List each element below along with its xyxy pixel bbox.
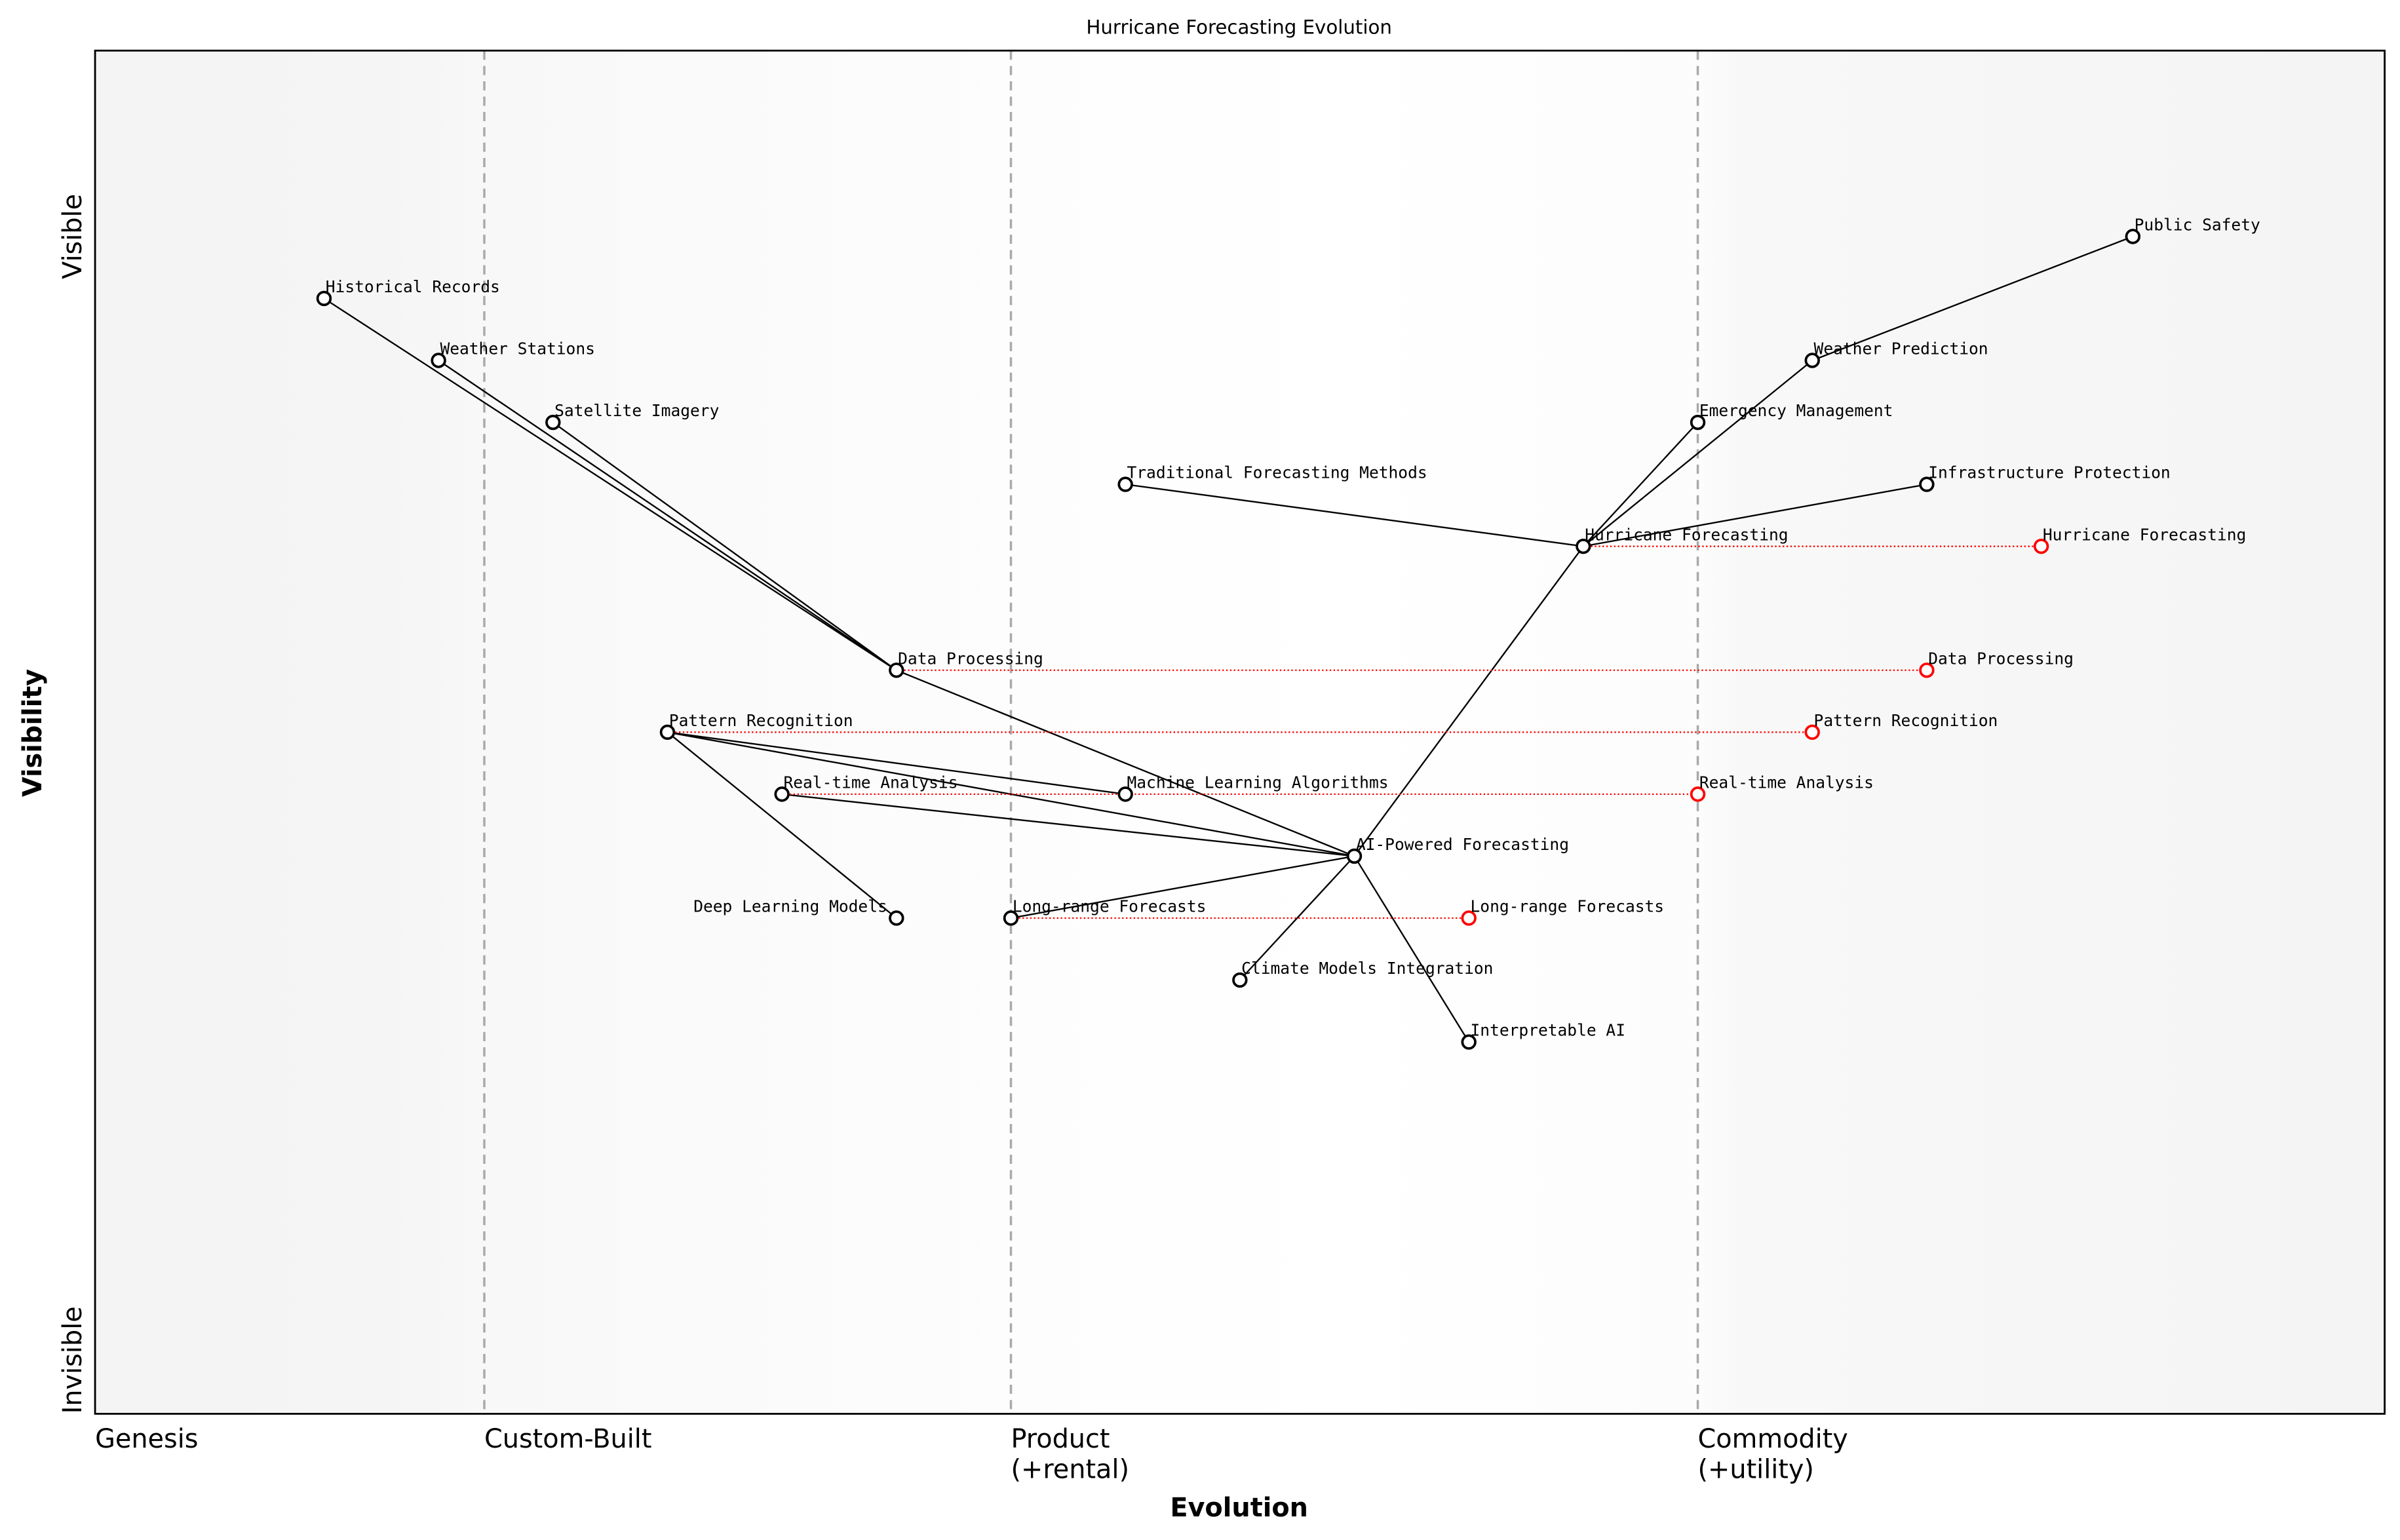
- component-node-label: Infrastructure Protection: [1928, 463, 2170, 482]
- dependency-link: [1011, 855, 1355, 919]
- component-node-label: Hurricane Forecasting: [1585, 525, 1788, 544]
- component-node-marker: [431, 353, 446, 368]
- component-node-marker: [1232, 972, 1248, 988]
- component-node-label: Pattern Recognition: [669, 711, 853, 730]
- evolved-node-label: Real-time Analysis: [1699, 773, 1874, 792]
- component-node-label: Real-time Analysis: [783, 773, 958, 792]
- component-node-marker: [1919, 476, 1935, 492]
- dependency-link: [667, 731, 1126, 796]
- component-node-marker: [774, 786, 790, 802]
- x-tick-label: Commodity (+utility): [1698, 1424, 1848, 1485]
- component-node-label: Weather Stations: [440, 339, 594, 358]
- component-node-marker: [889, 910, 904, 926]
- component-node-label: Satellite Imagery: [554, 401, 719, 420]
- component-node-marker: [2125, 229, 2141, 244]
- evolved-node-label: Data Processing: [1928, 649, 2074, 668]
- component-node-marker: [545, 414, 561, 431]
- component-node-label: Machine Learning Algorithms: [1127, 773, 1389, 792]
- dependency-link: [552, 421, 897, 671]
- evolved-node-label: Pattern Recognition: [1814, 711, 1998, 730]
- component-node-marker: [1804, 353, 1820, 368]
- plot-frame: [94, 49, 2386, 1415]
- evolved-node-marker: [2033, 538, 2049, 554]
- component-node-label: Weather Prediction: [1814, 339, 1988, 358]
- y-tick-label: Invisible: [58, 1306, 88, 1414]
- component-node-marker: [1461, 1034, 1477, 1050]
- dependency-link: [1239, 855, 1355, 981]
- evolved-node-marker: [1690, 786, 1706, 802]
- component-node-marker: [1346, 848, 1363, 864]
- dependency-link: [782, 793, 1355, 857]
- dependency-link: [1125, 483, 1584, 547]
- dependency-link: [667, 731, 1355, 857]
- component-node-marker: [1117, 476, 1133, 492]
- component-node-marker: [889, 663, 904, 678]
- dependency-link: [323, 298, 897, 671]
- component-node-marker: [1576, 538, 1591, 554]
- component-node-label: Traditional Forecasting Methods: [1127, 463, 1427, 482]
- component-node-label: Data Processing: [898, 649, 1043, 668]
- component-node-marker: [316, 290, 332, 307]
- dependency-link: [1353, 545, 1584, 857]
- dependency-link: [438, 360, 897, 671]
- x-tick-label: Product (+rental): [1011, 1424, 1129, 1485]
- dependency-link: [1583, 483, 1927, 547]
- dependency-link: [1583, 360, 1813, 547]
- component-node-label: AI-Powered Forecasting: [1356, 835, 1569, 854]
- evolved-node-marker: [1461, 910, 1477, 926]
- dependency-link: [1583, 421, 1699, 547]
- x-tick-label: Genesis: [95, 1424, 198, 1454]
- evolved-node-label: Long-range Forecasts: [1471, 897, 1665, 916]
- chart-title: Hurricane Forecasting Evolution: [1086, 16, 1391, 38]
- dependency-link: [1353, 855, 1470, 1043]
- component-node-marker: [1117, 786, 1133, 802]
- component-node-label: Emergency Management: [1699, 401, 1893, 420]
- component-node-label: Climate Models Integration: [1241, 959, 1493, 978]
- component-node-label: Deep Learning Models: [693, 897, 887, 916]
- evolved-node-marker: [1804, 724, 1820, 741]
- x-tick-label: Custom-Built: [484, 1424, 651, 1454]
- y-axis-title: Visibility: [18, 669, 48, 797]
- dependency-link: [1811, 235, 2133, 362]
- dependency-link: [667, 731, 897, 919]
- component-node-marker: [1003, 910, 1019, 926]
- x-axis-title: Evolution: [1170, 1493, 1308, 1523]
- evolved-node-marker: [1919, 663, 1935, 678]
- component-node-marker: [659, 724, 676, 741]
- dependency-link: [896, 669, 1355, 857]
- component-node-label: Historical Records: [326, 277, 500, 296]
- component-node-label: Long-range Forecasts: [1013, 897, 1207, 916]
- evolved-node-label: Hurricane Forecasting: [2043, 525, 2246, 544]
- component-node-label: Public Safety: [2135, 216, 2260, 235]
- component-node-marker: [1690, 414, 1706, 431]
- y-tick-label: Visible: [58, 194, 88, 279]
- component-node-label: Interpretable AI: [1471, 1021, 1625, 1040]
